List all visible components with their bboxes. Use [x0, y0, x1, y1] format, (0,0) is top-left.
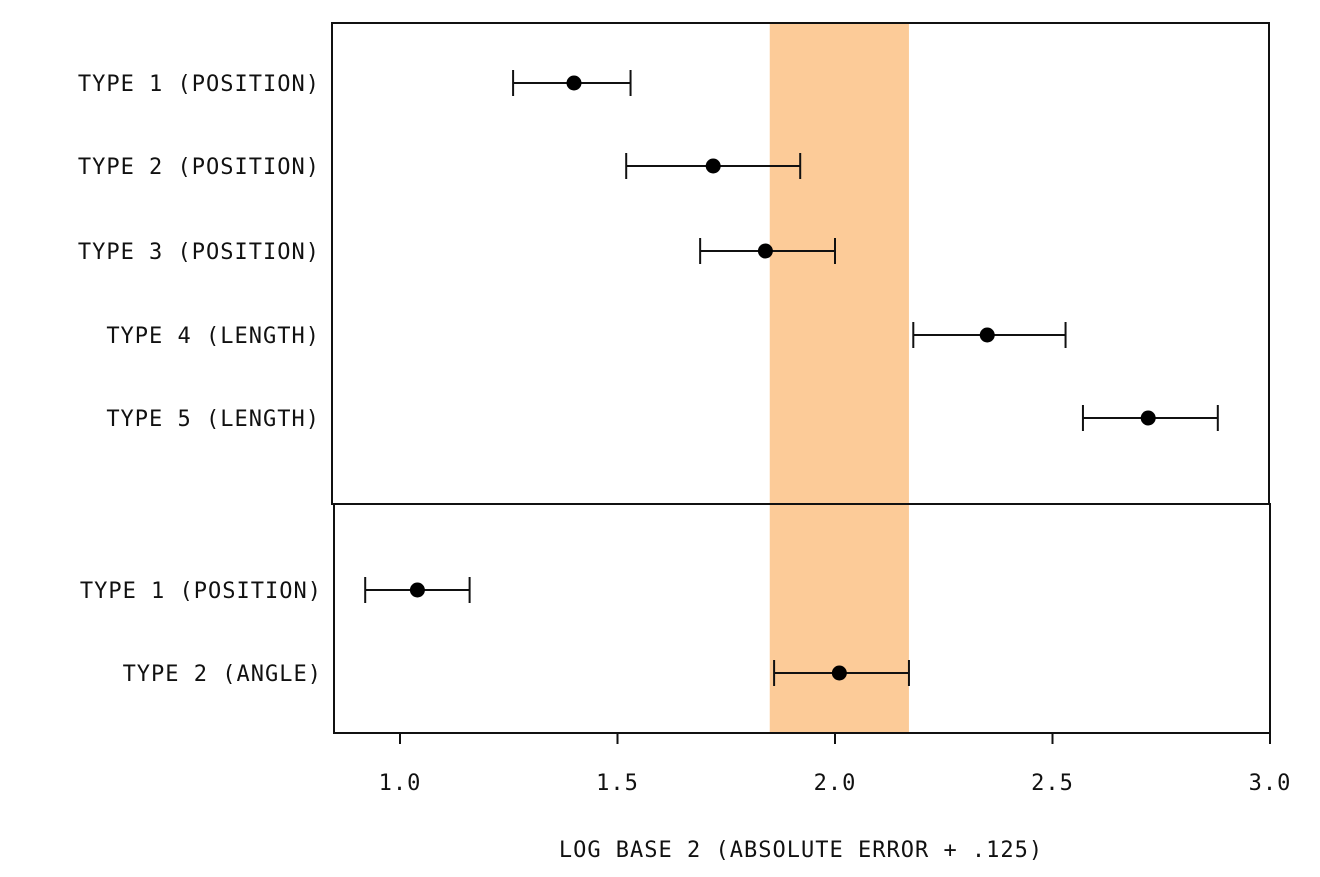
data-point [566, 75, 582, 91]
error-bar-row [364, 577, 471, 603]
x-tick-label: 1.5 [596, 771, 639, 796]
x-tick-label: 3.0 [1249, 771, 1292, 796]
bottom-panel-frame [333, 503, 1271, 734]
x-axis-title: LOG BASE 2 (ABSOLUTE ERROR + .125) [559, 838, 1043, 863]
error-bar-row [1081, 405, 1219, 431]
highlight-band [769, 24, 909, 732]
error-bar-row [512, 70, 632, 96]
row-label: TYPE 2 (ANGLE) [123, 662, 322, 687]
x-tick-label: 1.0 [379, 771, 422, 796]
error-bar-row [912, 322, 1067, 348]
row-label: TYPE 2 (POSITION) [78, 155, 320, 180]
row-label: TYPE 1 (POSITION) [78, 72, 320, 97]
row-label: TYPE 5 (LENGTH) [106, 407, 320, 432]
data-point [979, 327, 995, 343]
row-label: TYPE 4 (LENGTH) [106, 324, 320, 349]
error-bar-row [625, 153, 802, 179]
x-tick-label: 2.5 [1031, 771, 1074, 796]
data-point [409, 582, 425, 598]
data-point [1140, 410, 1156, 426]
data-point [705, 158, 721, 174]
x-axis: 1.0 1.5 2.0 2.5 3.0 [379, 733, 1292, 796]
row-label: TYPE 3 (POSITION) [78, 240, 320, 265]
data-point [757, 243, 773, 259]
data-point [831, 665, 847, 681]
error-bar-row [699, 238, 836, 264]
error-bar-row [773, 660, 910, 686]
x-tick-label: 2.0 [814, 771, 857, 796]
row-label: TYPE 1 (POSITION) [80, 579, 322, 604]
